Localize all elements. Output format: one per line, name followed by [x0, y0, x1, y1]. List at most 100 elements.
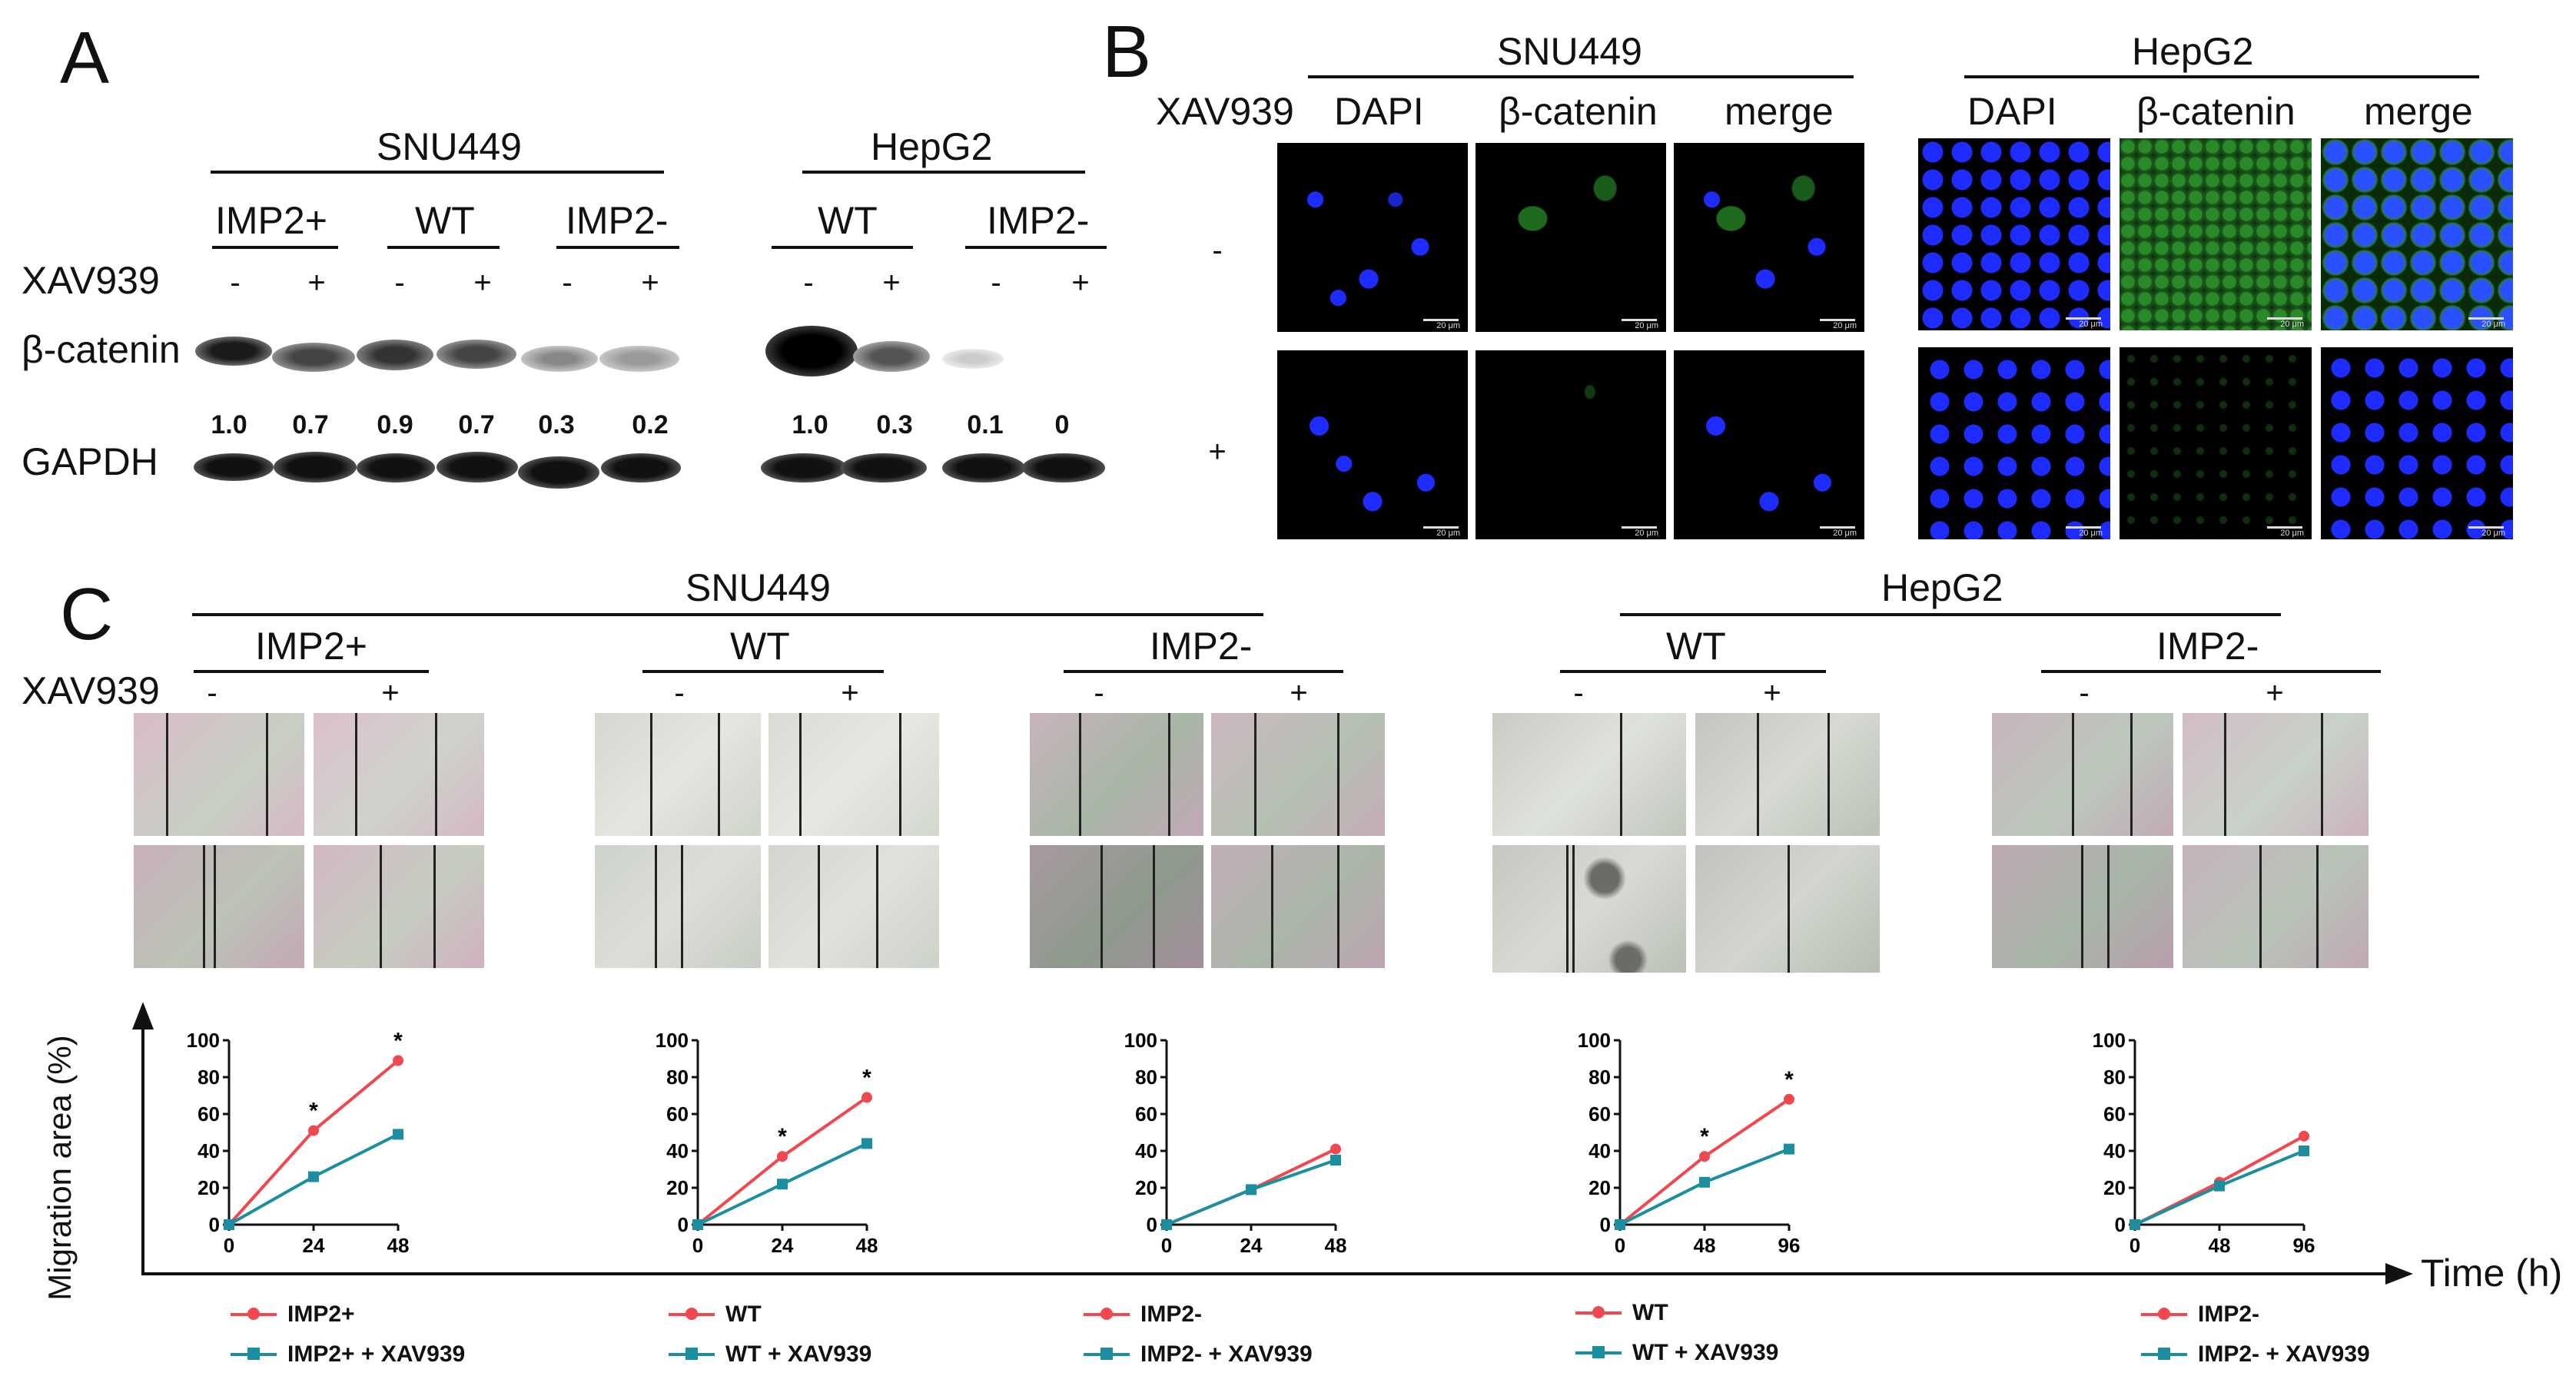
- x-tick-label: 96: [2293, 1234, 2315, 1257]
- panel-c-sign: +: [2266, 676, 2284, 710]
- y-tick-label: 20: [2103, 1176, 2126, 1199]
- panel-a-sign: -: [394, 266, 405, 300]
- wound-image-hepg2-imp2minus-xav-0h: [2183, 713, 2369, 836]
- y-tick-label: 20: [198, 1176, 220, 1199]
- panel-a-sign: +: [882, 266, 901, 300]
- legend-item-control: IMP2-: [1084, 1301, 1202, 1328]
- x-tick-label: 24: [1240, 1234, 1263, 1257]
- significance-mark: *: [1700, 1124, 1709, 1149]
- panel-c-sub-bar: [642, 670, 884, 673]
- wound-image-hepg2-imp2minus-xav-end: [2183, 845, 2369, 968]
- chart-svg: 0 20 40 60 80 100 0 24 48 * *: [656, 1029, 878, 1257]
- panel-a-sub-bar: [965, 246, 1107, 249]
- data-point: [224, 1219, 234, 1230]
- y-tick-label: 40: [1588, 1139, 1611, 1162]
- panel-c-y-axis-label: Migration area (%): [41, 1035, 78, 1301]
- migration-chart-hepg2-wt: 0 20 40 60 80 100 0 48 96 * *: [1560, 1022, 1806, 1272]
- y-tick-label: 60: [666, 1102, 689, 1126]
- panel-a-snu449-label: SNU449: [377, 125, 522, 168]
- blot-quant-value: 0.9: [377, 410, 413, 439]
- panel-b-col-bcatenin: β-catenin: [2136, 90, 2295, 133]
- western-blot-gapdh-snu449: [192, 443, 684, 496]
- significance-mark: *: [309, 1099, 318, 1124]
- if-image-hepg2-dapi-control: 20 μm: [1918, 138, 2110, 330]
- y-tick-label: 60: [1588, 1102, 1611, 1126]
- y-tick-label: 40: [666, 1139, 689, 1162]
- if-image-snu449-bcatenin-xav939: 20 μm: [1476, 350, 1666, 539]
- x-tick-label: 48: [2209, 1234, 2231, 1257]
- data-point: [1330, 1155, 1341, 1166]
- legend-item-xav939: IMP2+ + XAV939: [231, 1341, 465, 1368]
- x-tick-label: 0: [1615, 1234, 1625, 1257]
- data-point: [861, 1092, 872, 1103]
- wound-image-snu449-imp2minus-xav-end: [1211, 845, 1385, 968]
- panel-b-snu449-bar: [1308, 75, 1854, 78]
- data-point: [2299, 1146, 2309, 1156]
- data-point: [1784, 1093, 1794, 1105]
- panel-b-hepg2-label: HepG2: [2132, 30, 2254, 73]
- x-tick-label: 0: [2130, 1234, 2140, 1257]
- y-tick-label: 0: [2115, 1213, 2126, 1236]
- panel-c-x-axis-label: Time (h): [2421, 1252, 2563, 1295]
- wound-image-snu449-wt-ctrl-0h: [595, 713, 761, 836]
- panel-c-sub-bar: [2041, 670, 2381, 673]
- y-tick-label: 40: [198, 1139, 220, 1162]
- wound-image-hepg2-imp2minus-ctrl-0h: [1992, 713, 2173, 836]
- wound-image-hepg2-wt-ctrl-0h: [1492, 713, 1686, 836]
- if-image-snu449-dapi-control: 20 μm: [1277, 143, 1468, 332]
- migration-chart-snu449-wt: 0 20 40 60 80 100 0 24 48 * *: [638, 1022, 884, 1272]
- panel-c-sub-hep-imp2minus: IMP2-: [2156, 625, 2259, 668]
- panel-a-snu449-bar: [211, 171, 664, 174]
- significance-mark: *: [1784, 1067, 1794, 1093]
- panel-c-sub-imp2minus: IMP2-: [1150, 625, 1253, 668]
- panel-c-xav939-label: XAV939: [22, 669, 160, 712]
- legend-item-xav939: IMP2- + XAV939: [2141, 1341, 2370, 1368]
- panel-b-xav939-label: XAV939: [1156, 90, 1294, 133]
- wound-image-snu449-imp2plus-ctrl-0h: [134, 713, 304, 836]
- data-point: [1246, 1184, 1256, 1195]
- panel-c-sign: +: [1763, 676, 1781, 710]
- data-point: [308, 1125, 319, 1136]
- migration-chart-snu449-imp2minus: 0 20 40 60 80 100 0 24 48: [1107, 1022, 1353, 1272]
- blot-quant-value: 1.0: [211, 410, 247, 439]
- legend-item-xav939: WT + XAV939: [1575, 1340, 1778, 1366]
- if-image-snu449-merge-xav939: 20 μm: [1674, 350, 1864, 539]
- blot-quant-value: 0.2: [632, 410, 669, 439]
- data-point: [777, 1151, 788, 1162]
- panel-c-sign: -: [1094, 676, 1104, 710]
- y-tick-label: 60: [1135, 1102, 1157, 1126]
- wound-image-hepg2-wt-xav-end: [1695, 845, 1880, 973]
- panel-c-sign: +: [1290, 676, 1308, 710]
- panel-b-col-dapi: DAPI: [1334, 90, 1424, 133]
- panel-a-xav939-label: XAV939: [22, 259, 160, 302]
- significance-mark: *: [778, 1124, 787, 1149]
- blot-quant-value: 0.3: [538, 410, 575, 439]
- if-image-hepg2-merge-control: 20 μm: [2321, 138, 2513, 330]
- panel-a-sub-wt: WT: [415, 199, 475, 242]
- panel-a-sub-imp2minus: IMP2-: [566, 199, 669, 242]
- x-tick-label: 0: [692, 1234, 703, 1257]
- data-point: [1784, 1143, 1794, 1155]
- blot-quant-value: 0.3: [876, 410, 913, 439]
- chart-svg: 0 20 40 60 80 100 0 24 48 * *: [187, 1028, 410, 1257]
- y-tick-label: 20: [666, 1176, 689, 1199]
- data-point: [2130, 1219, 2140, 1230]
- if-image-snu449-dapi-xav939: 20 μm: [1277, 350, 1468, 539]
- panel-a-bcatenin-row-label: β-catenin: [22, 328, 181, 371]
- panel-a-sign: -: [562, 266, 573, 300]
- legend-item-control: IMP2+: [231, 1301, 355, 1328]
- panel-c-global-axes: [132, 1002, 2413, 1285]
- y-tick-label: 40: [1135, 1139, 1157, 1162]
- blot-quant-value: 0.1: [967, 410, 1004, 439]
- panel-c-sign: +: [381, 676, 400, 710]
- panel-b-row-sign: +: [1208, 435, 1227, 469]
- y-tick-label: 60: [2103, 1102, 2126, 1126]
- panel-b-col-merge: merge: [2364, 90, 2473, 133]
- panel-b-hepg2-bar: [1964, 75, 2479, 78]
- chart-svg: 0 20 40 60 80 100 0 48 96: [2093, 1029, 2315, 1257]
- panel-b-row-sign: -: [1212, 234, 1223, 267]
- panel-b-col-dapi: DAPI: [1967, 90, 2057, 133]
- panel-b-snu449-label: SNU449: [1497, 30, 1642, 73]
- panel-c-hepg2-label: HepG2: [1881, 566, 2003, 609]
- panel-a-sub-bar: [387, 246, 500, 249]
